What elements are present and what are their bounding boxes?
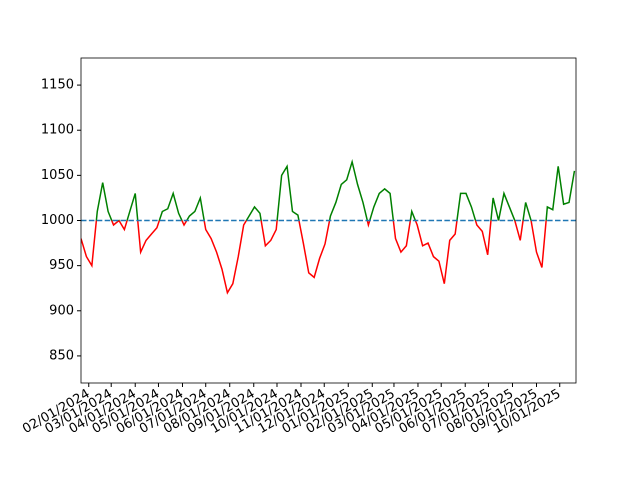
y-tick-label: 950: [49, 258, 74, 273]
line-below: [81, 220, 547, 295]
y-tick-label: 1150: [41, 78, 74, 93]
line-above: [95, 158, 576, 221]
y-tick-label: 1100: [41, 123, 74, 138]
y-tick-label: 1000: [41, 213, 74, 228]
plot-frame: [80, 57, 577, 384]
y-tick-label: 1050: [41, 168, 74, 183]
y-tick-label: 900: [49, 303, 74, 318]
y-tick-label: 850: [49, 348, 74, 363]
